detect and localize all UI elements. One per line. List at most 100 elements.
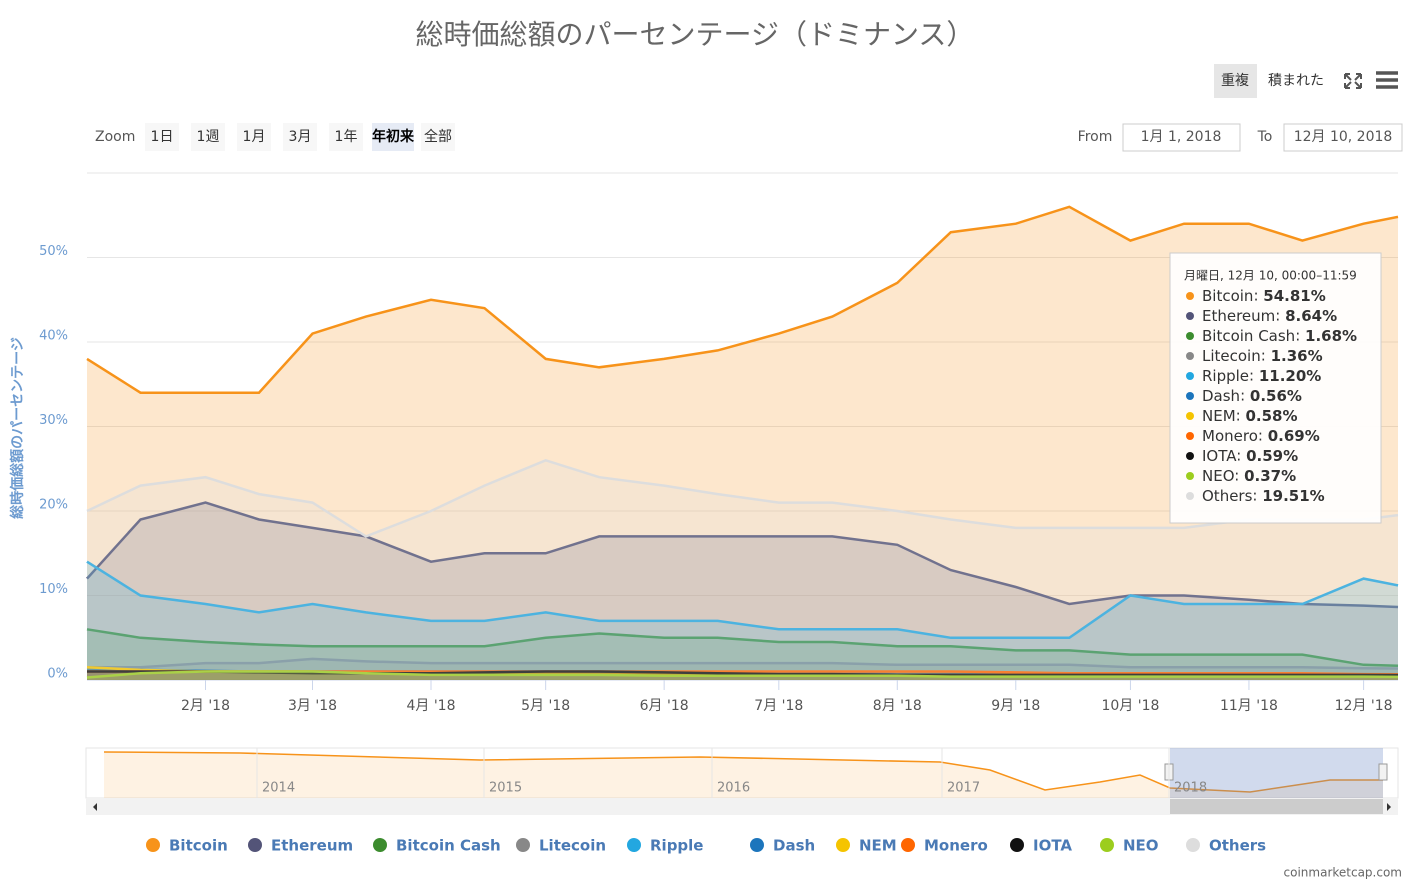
tooltip-name: Bitcoin — [1202, 287, 1253, 305]
tooltip-value: 0.69% — [1268, 427, 1320, 445]
legend-label[interactable]: Bitcoin — [169, 837, 228, 855]
from-input[interactable] — [1122, 123, 1241, 152]
series-line — [86, 205, 1399, 394]
legend-marker[interactable] — [1186, 838, 1200, 852]
x-tick-label: 8月 '18 — [873, 698, 922, 714]
tooltip-item: Litecoin: 1.36% — [1202, 347, 1323, 365]
navigator-year: 2016 — [717, 781, 750, 796]
legend-label[interactable]: Dash — [773, 837, 815, 855]
tooltip-item: NEM: 0.58% — [1202, 407, 1298, 425]
zoom-button-bg[interactable] — [145, 123, 179, 151]
tooltip-dot — [1186, 292, 1194, 300]
legend-marker[interactable] — [836, 838, 850, 852]
tooltip-name: IOTA — [1202, 447, 1237, 465]
to-input[interactable] — [1283, 123, 1403, 152]
overlap-button-bg[interactable] — [1214, 64, 1257, 98]
zoom-button[interactable]: 1週 — [197, 129, 220, 145]
zoom-button[interactable]: 年初来 — [372, 128, 415, 145]
stacked-button[interactable]: 積まれた — [1268, 73, 1324, 89]
tooltip-name: Litecoin — [1202, 347, 1261, 365]
tooltip-header: 月曜日, 12月 10, 00:00–11:59 — [1184, 269, 1357, 283]
tooltip-item: Monero: 0.69% — [1202, 427, 1320, 445]
menu-icon[interactable] — [1376, 71, 1398, 89]
tooltip-dot — [1186, 492, 1194, 500]
zoom-button[interactable]: 1年 — [335, 129, 358, 145]
zoom-button-bg[interactable] — [372, 123, 414, 151]
legend-label[interactable]: NEM — [859, 837, 897, 855]
overlap-button[interactable]: 重複 — [1221, 72, 1249, 89]
tooltip-dot — [1186, 312, 1194, 320]
tooltip-item: Others: 19.51% — [1202, 487, 1325, 505]
series-area — [87, 206, 1398, 681]
series-line — [87, 657, 1399, 670]
legend-marker[interactable] — [516, 838, 530, 852]
zoom-button-bg[interactable] — [191, 123, 225, 151]
x-tick-label: 3月 '18 — [288, 698, 337, 714]
tooltip-value: 1.36% — [1271, 347, 1323, 365]
zoom-button[interactable]: 1日 — [151, 129, 174, 145]
legend-label[interactable]: Ripple — [650, 837, 703, 855]
tooltip-name: NEM — [1202, 407, 1236, 425]
tooltip-item: IOTA: 0.59% — [1202, 447, 1298, 465]
tooltip-name: Ethereum — [1202, 307, 1275, 325]
series-area — [87, 460, 1398, 680]
navigator[interactable] — [85, 747, 1399, 815]
legend-label[interactable]: IOTA — [1033, 837, 1072, 855]
series-line — [86, 670, 1399, 679]
tooltip-item: NEO: 0.37% — [1202, 467, 1296, 485]
credit[interactable]: coinmarketcap.com — [1284, 866, 1402, 880]
y-tick-label: 0% — [47, 667, 68, 682]
series-line — [86, 560, 1399, 640]
tooltip-dot — [1186, 452, 1194, 460]
zoom-button-bg[interactable] — [283, 123, 317, 151]
zoom-button[interactable]: 3月 — [289, 129, 312, 145]
legend-marker[interactable] — [627, 838, 641, 852]
tooltip-value: 11.20% — [1259, 367, 1321, 385]
legend-marker[interactable] — [1100, 838, 1114, 852]
series-area — [87, 629, 1398, 680]
x-tick-label: 7月 '18 — [754, 698, 803, 714]
legend-marker[interactable] — [901, 838, 915, 852]
zoom-button-bg[interactable] — [237, 123, 271, 151]
legend-label[interactable]: Bitcoin Cash — [396, 837, 501, 855]
to-value[interactable]: 12月 10, 2018 — [1294, 129, 1393, 145]
y-tick-label: 30% — [39, 413, 68, 428]
tooltip-item: Bitcoin: 54.81% — [1202, 287, 1326, 305]
zoom-button-bg[interactable] — [329, 123, 363, 151]
legend-marker[interactable] — [1010, 838, 1024, 852]
tooltip-name: Ripple — [1202, 367, 1249, 385]
tooltip-item: Ethereum: 8.64% — [1202, 307, 1337, 325]
tooltip: 月曜日, 12月 10, 00:00–11:59 Bitcoin: 54.81% E… — [1169, 252, 1382, 524]
x-tick-label: 4月 '18 — [406, 698, 455, 714]
x-tick-label: 6月 '18 — [640, 698, 689, 714]
legend-marker[interactable] — [373, 838, 387, 852]
legend-label[interactable]: Litecoin — [539, 837, 606, 855]
tooltip-box — [1169, 252, 1382, 524]
legend-label[interactable]: Monero — [924, 837, 988, 855]
tooltip-dot — [1186, 372, 1194, 380]
legend-marker[interactable] — [750, 838, 764, 852]
legend-label[interactable]: Ethereum — [271, 837, 353, 855]
legend-label[interactable]: NEO — [1123, 837, 1159, 855]
x-tick-label: 11月 '18 — [1220, 698, 1278, 714]
series-area — [87, 671, 1398, 680]
tooltip-dot — [1186, 332, 1194, 340]
from-value[interactable]: 1月 1, 2018 — [1141, 129, 1222, 145]
navigator-year: 2015 — [489, 781, 522, 796]
legend-label[interactable]: Others — [1209, 837, 1266, 855]
zoom-label: Zoom — [95, 129, 135, 145]
tooltip-dot — [1186, 392, 1194, 400]
tooltip-value: 1.68% — [1305, 327, 1357, 345]
tooltip-value: 54.81% — [1263, 287, 1325, 305]
legend-marker[interactable] — [248, 838, 262, 852]
zoom-button-bg[interactable] — [421, 123, 455, 151]
series-line — [86, 501, 1399, 609]
fullscreen-icon[interactable] — [1344, 73, 1362, 89]
zoom-button[interactable]: 1月 — [243, 129, 266, 145]
series-line — [87, 670, 1399, 677]
y-tick-label: 20% — [39, 498, 68, 513]
y-axis-label: 総時価総額のパーセンテージ — [9, 337, 26, 519]
navigator-year: 2018 — [1174, 781, 1207, 796]
zoom-button[interactable]: 全部 — [424, 128, 452, 145]
legend-marker[interactable] — [146, 838, 160, 852]
